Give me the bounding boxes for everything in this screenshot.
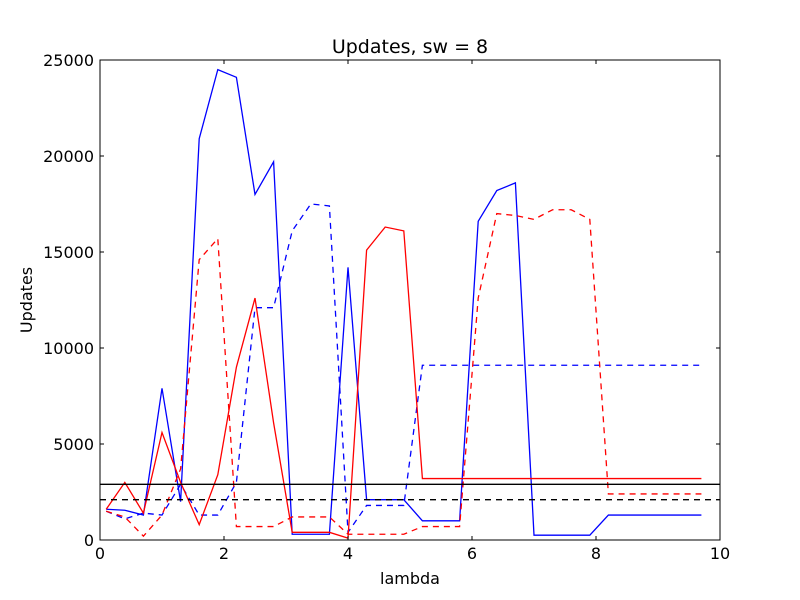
x-tick-label: 8 xyxy=(591,544,601,563)
ticks-layer: 0 2 4 6 8 10 0 5000 10000 15000 20000 25000 xyxy=(43,51,730,563)
y-tick-label: 10000 xyxy=(43,339,94,358)
x-axis-title: lambda xyxy=(380,569,440,588)
y-tick-label: 15000 xyxy=(43,243,94,262)
plot-frame xyxy=(99,59,721,541)
x-tick-label: 0 xyxy=(95,544,105,563)
series-line-1 xyxy=(106,68,702,536)
series-layer xyxy=(100,68,720,539)
x-tick-label: 6 xyxy=(467,544,477,563)
x-tick-label: 10 xyxy=(710,544,730,563)
y-tick-label: 5000 xyxy=(53,435,94,454)
y-tick-label: 20000 xyxy=(43,147,94,166)
series-line-3 xyxy=(105,226,702,539)
y-tick-label: 0 xyxy=(84,531,94,550)
series-line-2 xyxy=(105,203,702,535)
chart-title: Updates, sw = 8 xyxy=(332,36,488,58)
y-axis-title: Updates xyxy=(17,267,36,333)
series-line-4 xyxy=(106,209,702,538)
x-tick-label: 4 xyxy=(343,544,353,563)
x-tick-label: 2 xyxy=(219,544,229,563)
y-tick-label: 25000 xyxy=(43,51,94,70)
